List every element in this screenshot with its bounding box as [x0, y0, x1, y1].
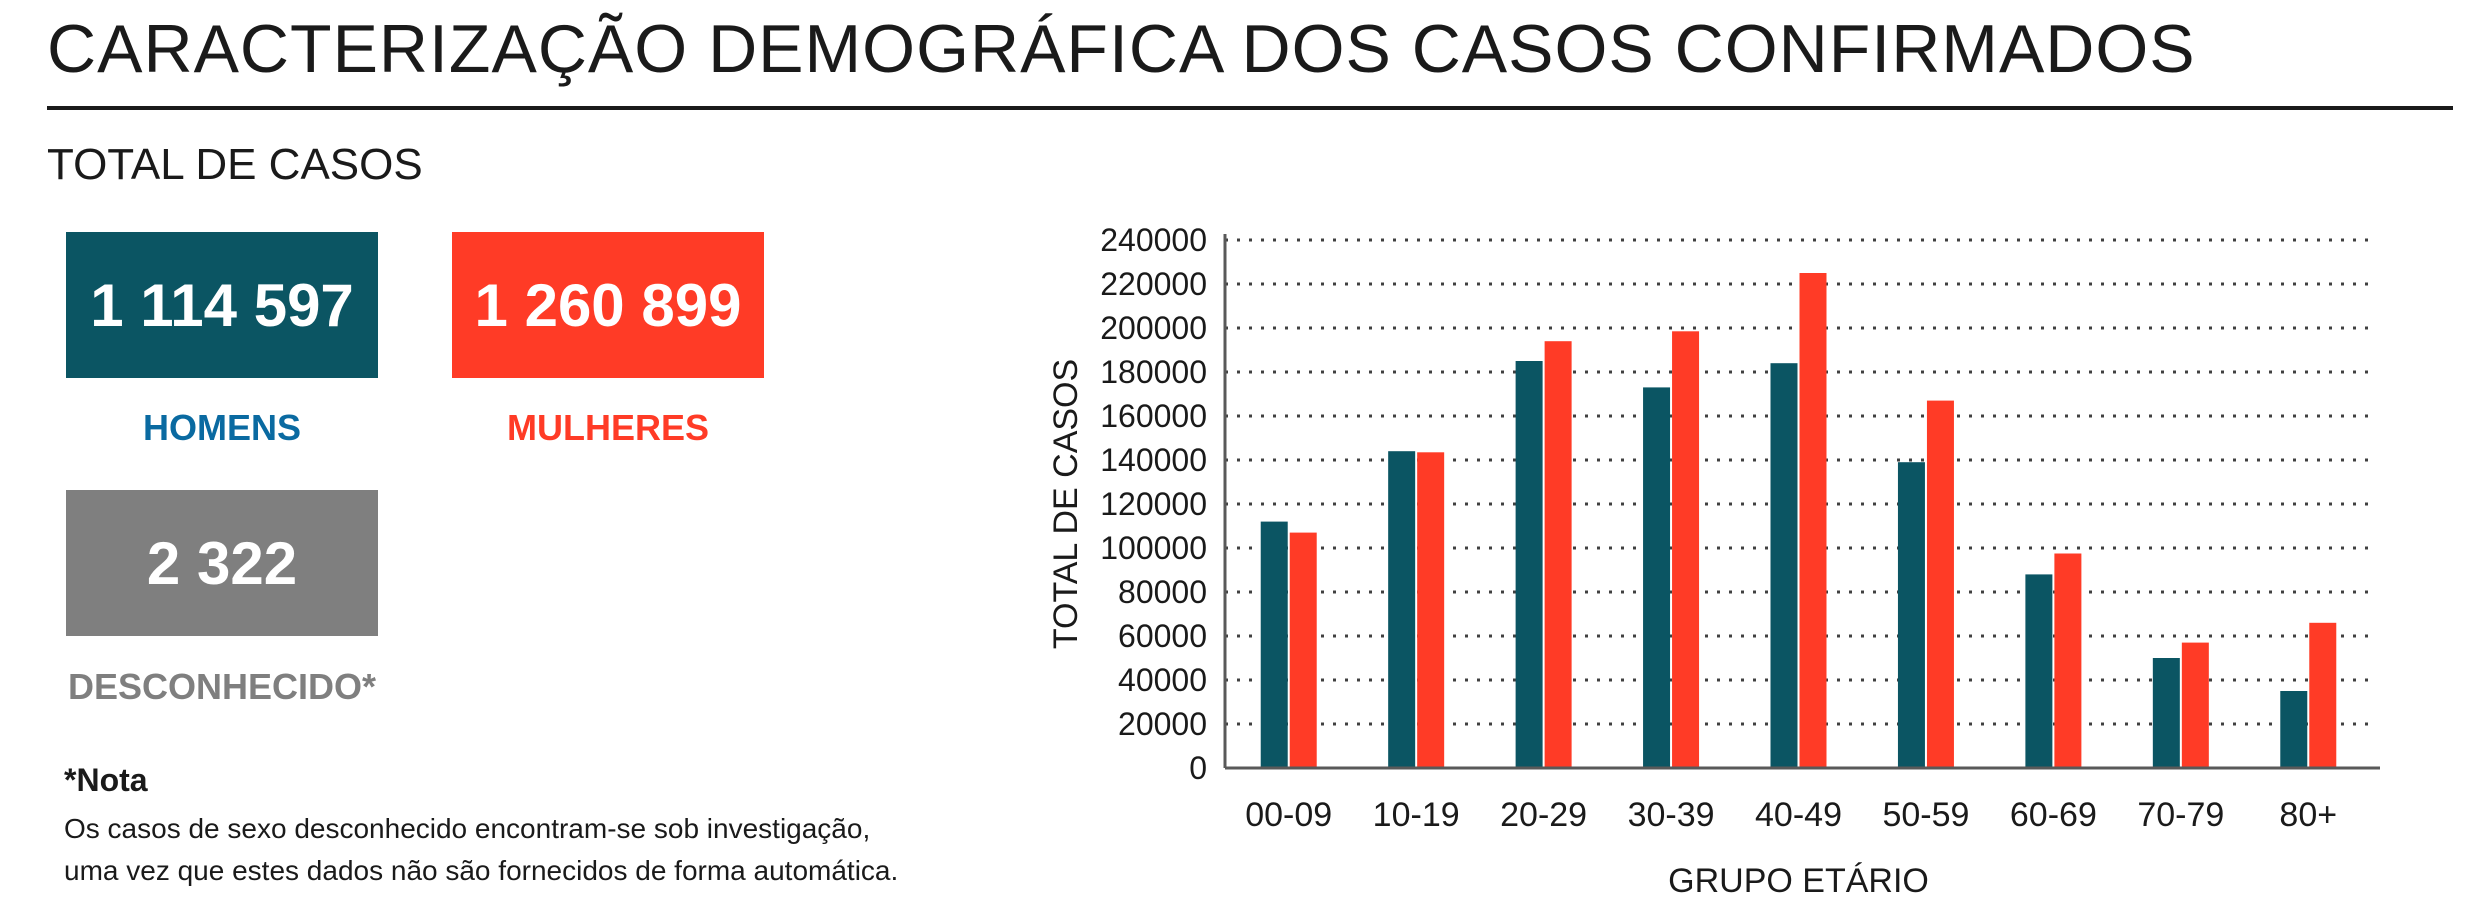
y-tick-label: 80000: [1118, 574, 1207, 610]
note-line-2: uma vez que estes dados não são fornecid…: [64, 855, 899, 886]
note-line-1: Os casos de sexo desconhecido encontram-…: [64, 813, 871, 844]
unknown-label: DESCONHECIDO*: [67, 666, 377, 707]
bar-series-2-70-79: [2181, 642, 2209, 768]
bar-series-2-80+: [2309, 622, 2337, 768]
age-group-bar-chart: 0 20000 40000 60000 80000 100000 120000 140000 1…: [1047, 222, 2380, 900]
unknown-count-box: 2 322: [66, 490, 378, 636]
women-count-value: 1 260 899: [474, 271, 742, 339]
bar-series-1-50-59: [1897, 462, 1925, 768]
title-divider: [47, 106, 2453, 110]
x-axis-title: GRUPO ETÁRIO: [1668, 862, 1929, 900]
men-count-box: 1 114 597: [66, 232, 378, 378]
x-tick-label: 10-19: [1373, 796, 1460, 834]
bar-series-1-20-29: [1515, 361, 1543, 768]
y-tick-label: 20000: [1118, 706, 1207, 742]
section-title: TOTAL DE CASOS: [47, 140, 423, 189]
y-tick-label: 120000: [1100, 486, 1207, 522]
bar-series-2-30-39: [1672, 331, 1700, 768]
y-tick-label: 0: [1189, 750, 1207, 786]
y-tick-label: 220000: [1100, 266, 1207, 302]
x-tick-label: 50-59: [1882, 796, 1969, 834]
y-tick-label: 60000: [1118, 618, 1207, 654]
bar-series-1-80+: [2280, 691, 2308, 768]
men-label: HOMENS: [142, 407, 301, 448]
bar-series-2-10-19: [1417, 452, 1445, 768]
bar-series-1-10-19: [1388, 451, 1416, 768]
bar-series-1-40-49: [1770, 363, 1798, 768]
x-tick-label: 00-09: [1245, 796, 1332, 834]
x-tick-label: 60-69: [2010, 796, 2097, 834]
y-axis-title: TOTAL DE CASOS: [1047, 359, 1085, 649]
x-tick-label: 70-79: [2137, 796, 2224, 834]
note-text: Os casos de sexo desconhecido encontram-…: [64, 808, 1024, 892]
x-tick-label: 20-29: [1500, 796, 1587, 834]
bar-series-2-40-49: [1799, 273, 1827, 768]
y-tick-label: 140000: [1100, 442, 1207, 478]
y-tick-labels: 0 20000 40000 60000 80000 100000 120000 140000 1…: [1100, 222, 1207, 786]
y-tick-label: 240000: [1100, 222, 1207, 258]
bar-series-1-70-79: [2152, 658, 2180, 768]
bar-series-2-50-59: [1926, 400, 1954, 768]
y-tick-label: 100000: [1100, 530, 1207, 566]
note-title: *Nota: [64, 762, 148, 798]
bar-series-1-00-09: [1260, 521, 1288, 768]
y-tick-label: 180000: [1100, 354, 1207, 390]
bar-series-2-20-29: [1544, 341, 1572, 768]
bar-series-1-30-39: [1643, 387, 1671, 768]
x-tick-labels: 00-09 10-19 20-29 30-39 40-49 50-59 60-69 70-79…: [1245, 796, 2337, 834]
bar-series-2-00-09: [1289, 532, 1317, 768]
y-tick-label: 160000: [1100, 398, 1207, 434]
x-tick-label: 30-39: [1628, 796, 1715, 834]
women-label: MULHERES: [506, 407, 709, 448]
bars: [1260, 273, 2337, 768]
x-tick-label: 40-49: [1755, 796, 1842, 834]
men-count-value: 1 114 597: [90, 271, 354, 339]
bar-series-2-60-69: [2054, 553, 2082, 768]
y-tick-label: 40000: [1118, 662, 1207, 698]
page-title: CARACTERIZAÇÃO DEMOGRÁFICA DOS CASOS CON…: [47, 11, 2196, 87]
unknown-count-value: 2 322: [146, 529, 298, 597]
x-tick-label: 80+: [2279, 796, 2337, 834]
bar-series-1-60-69: [2025, 574, 2053, 768]
y-tick-label: 200000: [1100, 310, 1207, 346]
women-count-box: 1 260 899: [452, 232, 764, 378]
